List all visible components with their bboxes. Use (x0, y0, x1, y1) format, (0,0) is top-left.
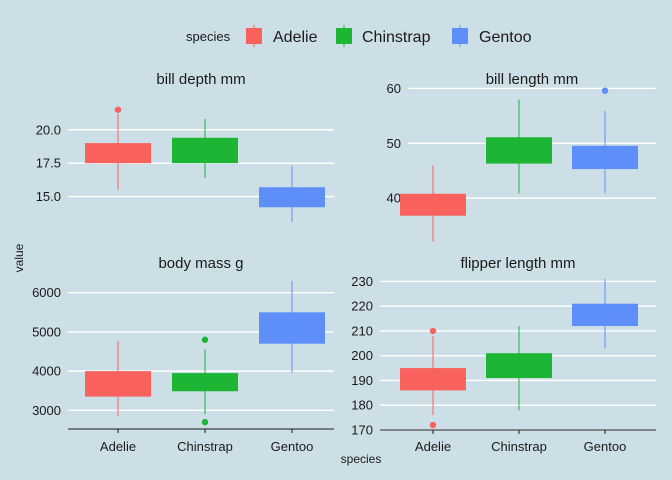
facet-panel-bill-depth-mm: bill depth mm 15.0 17.5 20.0 (36, 71, 334, 222)
x-axis-title: species (341, 452, 382, 466)
box-gentoo (259, 165, 325, 222)
legend-label-adelie: Adelie (273, 29, 318, 46)
y-tick-label: 3000 (32, 403, 61, 418)
y-tick-label: 4000 (32, 364, 61, 379)
y-tick-label: 15.0 (36, 189, 61, 204)
facet-title: flipper length mm (460, 255, 575, 272)
y-tick-label: 180 (351, 398, 373, 413)
legend-key-box (336, 28, 352, 44)
box-gentoo (572, 87, 638, 194)
legend-item-gentoo: Gentoo (452, 25, 532, 47)
legend-item-chinstrap: Chinstrap (336, 25, 431, 47)
box-chinstrap (172, 119, 238, 178)
y-tick-label: 230 (351, 274, 373, 289)
legend-key-box (246, 28, 262, 44)
legend-label-gentoo: Gentoo (479, 29, 532, 46)
box-chinstrap (486, 99, 552, 194)
facet-panel-body-mass-g: body mass g 3000 4000 5000 6000 Adelie Chinstr… (32, 255, 334, 454)
legend-label-chinstrap: Chinstrap (362, 29, 431, 46)
legend-title: species (186, 29, 231, 44)
outlier-point (201, 336, 209, 343)
y-tick-label: 220 (351, 299, 373, 314)
outlier-point (429, 327, 437, 335)
y-tick-label: 170 (351, 423, 373, 438)
x-tick-label: Chinstrap (177, 439, 233, 454)
box-adelie (85, 106, 151, 190)
box-adelie (400, 165, 466, 242)
box-body (400, 368, 466, 391)
y-tick-label: 20.0 (36, 122, 61, 137)
facet-panel-bill-length-mm: bill length mm 40 50 60 (387, 71, 656, 242)
box-body (85, 143, 151, 164)
facet-title: body mass g (158, 255, 243, 272)
legend-key-box (452, 28, 468, 44)
y-tick-label: 17.5 (36, 156, 61, 171)
outlier-point (201, 418, 209, 426)
box-chinstrap (172, 336, 238, 426)
x-tick-label: Gentoo (271, 439, 314, 454)
box-body (85, 371, 151, 397)
box-adelie (400, 327, 466, 429)
box-gentoo (572, 278, 638, 349)
facet-title: bill length mm (486, 71, 579, 88)
y-tick-label: 6000 (32, 285, 61, 300)
box-body (259, 312, 325, 344)
x-tick-label: Adelie (415, 439, 451, 454)
box-adelie (85, 340, 151, 417)
legend-item-adelie: Adelie (246, 25, 318, 47)
outlier-point (601, 87, 609, 94)
outlier-point (429, 421, 437, 429)
box-body (572, 303, 638, 326)
y-tick-label: 50 (387, 136, 401, 151)
y-tick-label: 40 (387, 191, 401, 206)
y-tick-label: 200 (351, 348, 373, 363)
y-tick-label: 210 (351, 323, 373, 338)
legend: species Adelie Chinstrap Gentoo (186, 25, 532, 47)
outlier-point (114, 106, 122, 113)
box-gentoo (259, 280, 325, 374)
facet-title: bill depth mm (156, 71, 245, 88)
box-chinstrap (486, 326, 552, 411)
y-tick-label: 190 (351, 373, 373, 388)
facet-panel-flipper-length-mm: flipper length mm 170 180 190 200 210 220 230 Ad… (351, 255, 656, 454)
y-tick-label: 60 (387, 81, 401, 96)
box-body (486, 137, 552, 164)
y-axis-title: value (12, 243, 26, 272)
x-tick-label: Gentoo (584, 439, 627, 454)
x-tick-label: Chinstrap (491, 439, 547, 454)
y-tick-label: 5000 (32, 324, 61, 339)
facet-panels: bill depth mm 15.0 17.5 20.0 bill length mm 4… (32, 71, 656, 454)
x-tick-label: Adelie (100, 439, 136, 454)
